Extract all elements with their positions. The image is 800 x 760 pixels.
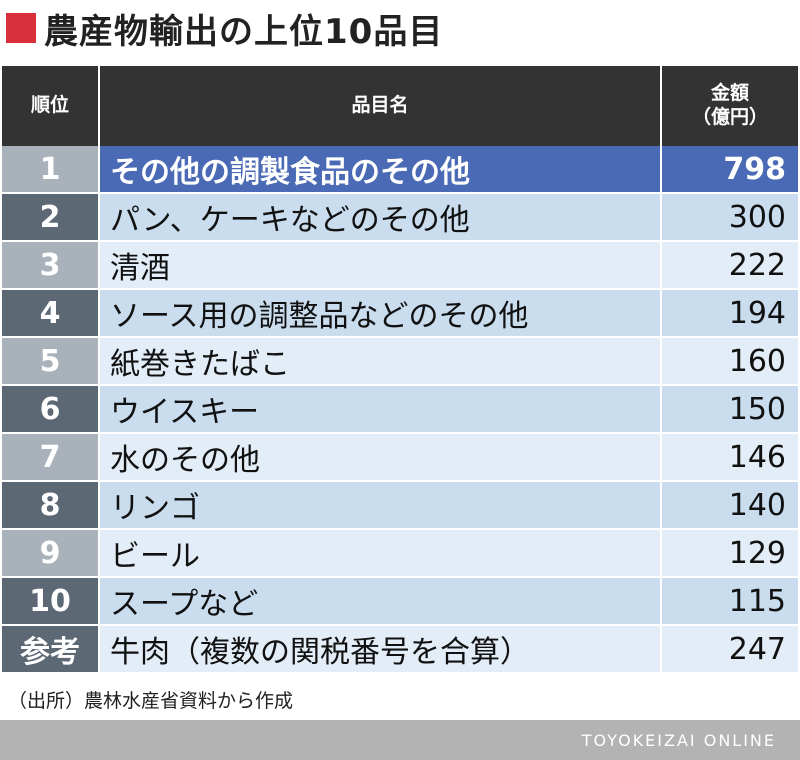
rank-cell: 2: [2, 194, 100, 242]
item-name-cell: ウイスキー: [100, 386, 662, 434]
item-name-cell: 水のその他: [100, 434, 662, 482]
amount-cell: 115: [662, 578, 798, 626]
table-row: 10 スープなど 115: [2, 578, 798, 626]
amount-cell: 798: [662, 146, 798, 194]
header-amount: 金額 （億円）: [662, 66, 798, 146]
amount-cell: 300: [662, 194, 798, 242]
amount-cell: 140: [662, 482, 798, 530]
item-name-cell: スープなど: [100, 578, 662, 626]
rank-cell: 9: [2, 530, 100, 578]
table-row: 4 ソース用の調整品などのその他 194: [2, 290, 798, 338]
publisher-name: TOYOKEIZAI ONLINE: [581, 730, 776, 750]
amount-cell: 160: [662, 338, 798, 386]
header-rank: 順位: [2, 66, 100, 146]
table-row: 5 紙巻きたばこ 160: [2, 338, 798, 386]
amount-cell: 194: [662, 290, 798, 338]
header-item-name: 品目名: [100, 66, 662, 146]
item-name-cell: リンゴ: [100, 482, 662, 530]
table-row: 3 清酒 222: [2, 242, 798, 290]
table-row: 6 ウイスキー 150: [2, 386, 798, 434]
title-marker-square: [6, 13, 36, 43]
item-name-cell: その他の調製食品のその他: [100, 146, 662, 194]
item-name-cell: 牛肉（複数の関税番号を合算）: [100, 626, 662, 674]
source-note: （出所）農林水産省資料から作成: [8, 690, 294, 712]
item-name-cell: ソース用の調整品などのその他: [100, 290, 662, 338]
amount-cell: 129: [662, 530, 798, 578]
amount-cell: 150: [662, 386, 798, 434]
rank-cell: 5: [2, 338, 100, 386]
chart-title: 農産物輸出の上位10品目: [44, 11, 444, 52]
amount-cell: 146: [662, 434, 798, 482]
table-row: 2 パン、ケーキなどのその他 300: [2, 194, 798, 242]
item-name-cell: 紙巻きたばこ: [100, 338, 662, 386]
table-row: 8 リンゴ 140: [2, 482, 798, 530]
table-row: 7 水のその他 146: [2, 434, 798, 482]
rank-cell: 6: [2, 386, 100, 434]
item-name-cell: パン、ケーキなどのその他: [100, 194, 662, 242]
item-name-cell: 清酒: [100, 242, 662, 290]
table-body: 1 その他の調製食品のその他 798 2 パン、ケーキなどのその他 300 3 清酒 222 4 ソ…: [2, 146, 798, 674]
ranking-table: 順位 品目名 金額 （億円） 1 その他の調製食品のその他 798 2 パン、ケーキなど…: [2, 66, 798, 674]
amount-cell: 222: [662, 242, 798, 290]
footer-bar: TOYOKEIZAI ONLINE: [0, 720, 800, 760]
table-header-row: 順位 品目名 金額 （億円）: [2, 66, 798, 146]
rank-cell: 7: [2, 434, 100, 482]
rank-cell: 参考: [2, 626, 100, 674]
rank-cell: 1: [2, 146, 100, 194]
amount-cell: 247: [662, 626, 798, 674]
rank-cell: 8: [2, 482, 100, 530]
rank-cell: 3: [2, 242, 100, 290]
reference-row: 参考 牛肉（複数の関税番号を合算） 247: [2, 626, 798, 674]
table-row: 9 ビール 129: [2, 530, 798, 578]
table-row: 1 その他の調製食品のその他 798: [2, 146, 798, 194]
rank-cell: 4: [2, 290, 100, 338]
title-block: 農産物輸出の上位10品目: [6, 6, 444, 52]
rank-cell: 10: [2, 578, 100, 626]
item-name-cell: ビール: [100, 530, 662, 578]
